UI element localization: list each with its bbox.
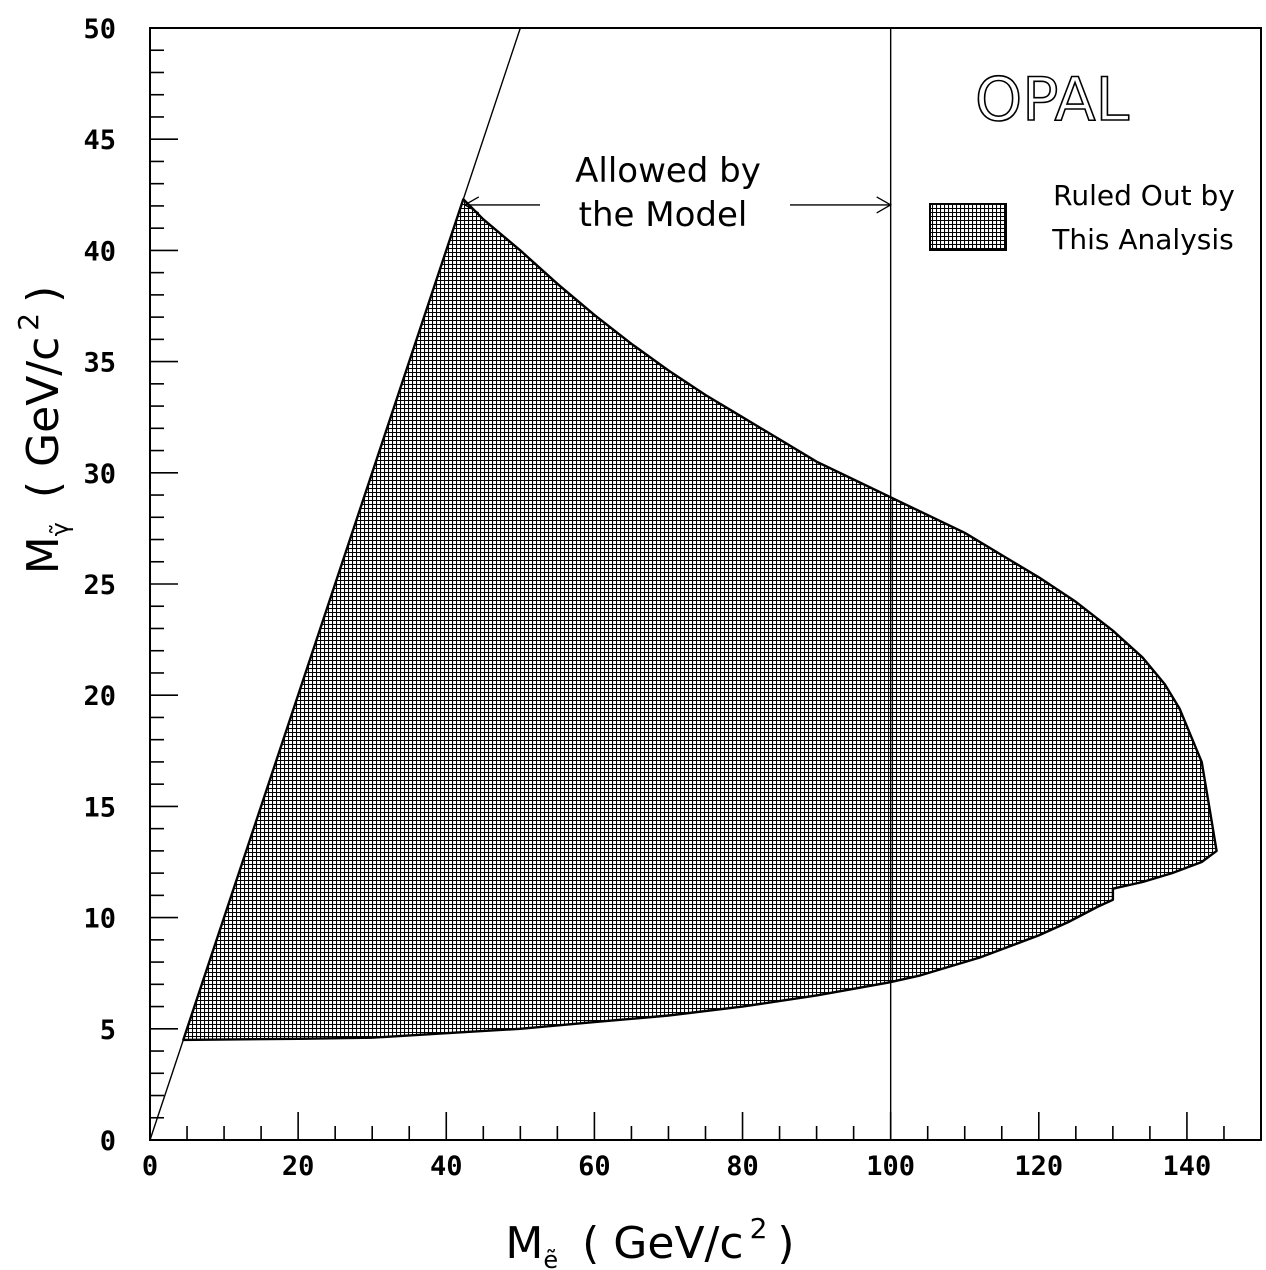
allowed-arrow (463, 196, 892, 214)
allowed-annotation: Allowed by the Model (463, 151, 892, 235)
legend-line2: This Analysis (1051, 223, 1233, 256)
y-axis-title: Mγ̃ ( GeV/c 2) (12, 286, 74, 575)
y-tick-label: 45 (83, 125, 116, 156)
y-tick-label: 5 (100, 1015, 116, 1046)
y-tick-label: 25 (83, 570, 116, 601)
annotation-line1: Allowed by (575, 151, 761, 191)
legend: Ruled Out by This Analysis (929, 179, 1235, 256)
y-tick-label: 50 (83, 14, 116, 45)
y-tick-label: 20 (83, 681, 116, 712)
y-tick-label: 40 (83, 236, 116, 267)
x-axis-title: Mẽ ( GeV/c 2) (505, 1212, 794, 1270)
x-axis-unit-power: 2 (750, 1212, 768, 1245)
opal-brand-label: OPAL (975, 65, 1130, 135)
ruled-out-region-0 (182, 197, 1218, 1042)
x-axis-unit-open: ( GeV/c (582, 1218, 743, 1269)
x-tick-label: 80 (726, 1151, 759, 1182)
legend-swatch (929, 203, 1007, 251)
x-tick-label: 20 (282, 1151, 315, 1182)
x-tick-label: 100 (866, 1151, 915, 1182)
y-axis-unit-open: ( GeV/c (18, 337, 69, 498)
legend-line1: Ruled Out by (1053, 179, 1235, 212)
x-axis-unit-close: ) (777, 1218, 794, 1269)
x-axis-symbol: M (505, 1218, 543, 1269)
y-tick-label: 15 (83, 792, 116, 823)
tick-labels-layer: 0 20 40 60 80 100 120 140 0 5 10 15 20 25 30 35 40 45 50 (83, 14, 1211, 1182)
y-tick-label: 0 (100, 1126, 116, 1157)
y-axis-subscript: γ̃ (46, 522, 74, 536)
y-axis-unit-power: 2 (12, 313, 45, 331)
ruled-out-region-layer (182, 197, 1218, 1042)
annotation-line2: the Model (579, 195, 748, 235)
reference-line-diagonal (150, 28, 521, 1140)
x-tick-label: 140 (1163, 1151, 1212, 1182)
x-tick-label: 120 (1014, 1151, 1063, 1182)
arrow-right-head (876, 196, 892, 214)
x-tick-label: 60 (578, 1151, 611, 1182)
y-axis-symbol: M (18, 536, 69, 574)
reference-lines-layer (150, 28, 892, 1140)
arrow-left-head (463, 196, 480, 214)
y-axis-unit-close: ) (18, 286, 69, 303)
y-tick-label: 10 (83, 904, 116, 935)
x-tick-label: 0 (142, 1151, 158, 1182)
ticks-layer (149, 27, 1262, 1141)
x-axis-subscript: ẽ (543, 1246, 558, 1270)
y-tick-label: 35 (83, 348, 116, 379)
y-tick-label: 30 (83, 459, 116, 490)
x-tick-label: 40 (430, 1151, 463, 1182)
